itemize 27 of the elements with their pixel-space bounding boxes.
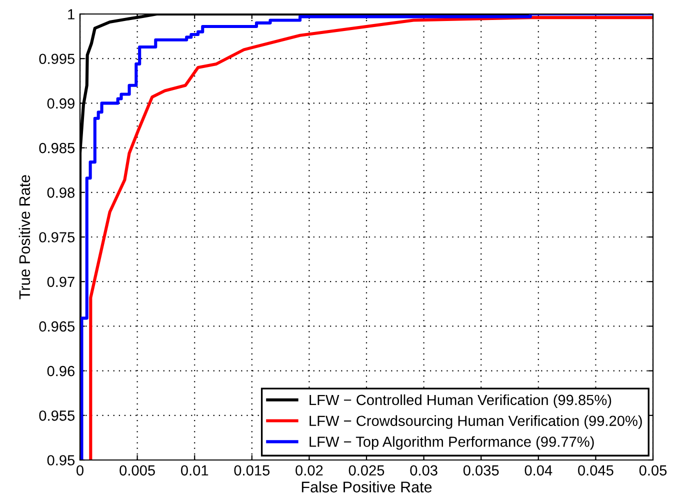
y-tick-label: 0.995 [39,54,75,64]
y-tick-label: 0.955 [39,410,75,421]
legend-label: LFW − Top Algorithm Performance (99.77%) [310,436,594,450]
y-tick-label: 0.975 [39,232,75,242]
x-tick-label: 0.025 [348,465,384,476]
x-tick-label: 0.02 [296,465,323,476]
x-axis-title: False Positive Rate [302,481,432,492]
x-tick-label: 0.045 [578,465,614,476]
x-tick-label: 0.01 [180,465,208,476]
x-tick-label: 0.005 [120,465,155,476]
x-tick-label: 0 [76,465,84,476]
y-tick-label: 0.985 [39,142,75,154]
legend-label: LFW − Crowdsourcing Human Verification (99.20%) [310,415,642,429]
y-tick-label: 0.96 [47,366,74,376]
x-tick-label: 0.04 [524,465,552,476]
y-tick-label: 0.95 [47,455,75,466]
y-tick-label: 1 [68,9,74,20]
x-tick-label: 0.05 [639,465,667,476]
y-tick-label: 0.965 [39,321,75,332]
x-tick-label: 0.015 [234,465,270,476]
x-tick-label: 0.03 [410,465,438,476]
y-tick-label: 0.97 [47,276,74,288]
legend-label: LFW − Controlled Human Verification (99.85%) [310,394,612,408]
x-tick-label: 0.035 [463,465,499,476]
y-axis-title: True Positive Rate [18,175,30,300]
y-tick-label: 0.98 [47,188,75,198]
y-tick-label: 0.99 [47,98,74,109]
